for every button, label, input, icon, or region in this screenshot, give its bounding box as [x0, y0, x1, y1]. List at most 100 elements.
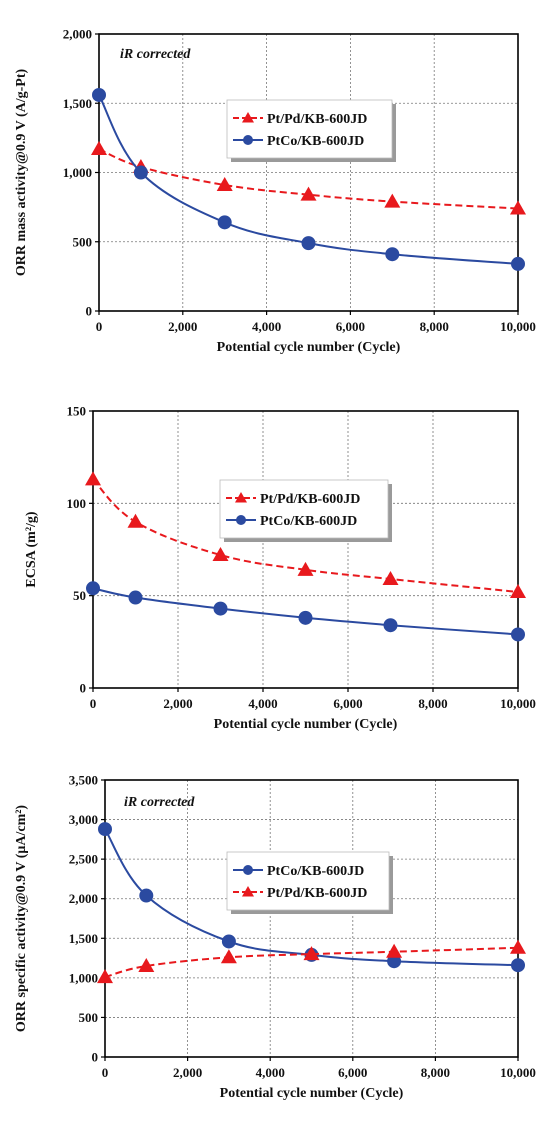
x-tick-label: 0	[96, 319, 103, 334]
y-tick-label: 2,000	[63, 27, 92, 42]
x-tick-label: 10,000	[500, 1065, 536, 1080]
legend-label: PtCo/KB-600JD	[267, 864, 364, 879]
triangle-marker	[386, 943, 403, 958]
y-tick-label: 1,000	[69, 970, 98, 985]
legend-box	[219, 479, 389, 539]
x-tick-label: 8,000	[421, 1065, 450, 1080]
legend-circle-marker	[236, 515, 246, 525]
triangle-marker	[510, 939, 526, 954]
circle-marker	[301, 236, 316, 251]
x-tick-label: 6,000	[333, 696, 362, 711]
triangle-marker	[127, 513, 144, 528]
triangle-marker	[300, 186, 317, 201]
y-tick-label: 1,500	[63, 96, 92, 111]
y-tick-label: 3,500	[69, 773, 98, 788]
x-tick-label: 0	[102, 1065, 109, 1080]
triangle-marker	[297, 561, 314, 576]
legend-label: Pt/Pd/KB-600JD	[260, 492, 360, 507]
legend-triangle-marker	[235, 492, 247, 503]
triangle-marker	[212, 547, 229, 562]
y-axis-label: ECSA (m²/g)	[24, 511, 39, 587]
y-tick-label: 0	[80, 681, 87, 696]
triangle-marker	[384, 193, 401, 208]
triangle-marker	[85, 471, 101, 486]
y-tick-label: 500	[73, 234, 93, 249]
x-tick-label: 8,000	[420, 319, 449, 334]
x-tick-label: 4,000	[248, 696, 277, 711]
chart-3: 0 2,000 4,000 6,000 8,000 10,000 0 500 1,000 1,50…	[14, 773, 536, 1102]
series-Pt/Pd/KB-600JD	[85, 471, 526, 598]
circle-marker	[86, 581, 100, 596]
x-tick-label: 10,000	[500, 696, 536, 711]
legend-circle-marker	[243, 865, 253, 875]
triangle-marker	[510, 200, 526, 215]
circle-marker	[511, 627, 525, 642]
triangle-marker	[97, 969, 113, 984]
circle-marker	[511, 256, 525, 271]
y-tick-label: 150	[67, 404, 87, 419]
circle-marker	[213, 601, 228, 616]
circle-marker	[511, 958, 525, 973]
y-axis-label: ORR mass activity@0.9 V (A/g-Pt)	[14, 69, 29, 277]
x-axis-label: Potential cycle number (Cycle)	[220, 1086, 404, 1101]
x-tick-label: 6,000	[338, 1065, 367, 1080]
plot-area	[93, 411, 518, 688]
ir-corrected-note: iR corrected	[124, 795, 195, 810]
x-tick-label: 4,000	[256, 1065, 285, 1080]
chart-2: 0 2,000 4,000 6,000 8,000 10,000 0 50 100 150 Pote…	[24, 404, 536, 733]
triangle-marker	[220, 949, 237, 964]
legend-triangle-marker	[242, 886, 254, 897]
legend-label: Pt/Pd/KB-600JD	[267, 112, 367, 127]
legend-box	[226, 851, 390, 911]
circle-marker	[92, 87, 106, 102]
circle-marker	[385, 247, 400, 262]
plot-frame	[92, 410, 519, 689]
series-line	[104, 946, 519, 979]
y-tick-label: 2,000	[69, 891, 98, 906]
triangle-marker	[303, 946, 320, 961]
y-tick-label: 1,500	[69, 931, 98, 946]
x-tick-label: 4,000	[252, 319, 281, 334]
legend-triangle-marker	[242, 112, 254, 123]
circle-marker	[298, 610, 313, 625]
y-tick-label: 2,500	[69, 852, 98, 867]
triangle-marker	[216, 176, 233, 191]
chart-1: 0 2,000 4,000 6,000 8,000 10,000 0 500 1,000 1,50…	[14, 27, 536, 356]
circle-marker	[139, 888, 154, 903]
plot-frame	[104, 779, 519, 1058]
triangle-marker	[382, 571, 399, 586]
y-tick-label: 100	[67, 496, 87, 511]
circle-marker	[133, 165, 148, 180]
legend: PtCo/KB-600JD Pt/Pd/KB-600JD	[226, 851, 393, 914]
x-tick-label: 8,000	[418, 696, 447, 711]
circle-marker	[383, 618, 398, 633]
x-tick-label: 2,000	[173, 1065, 202, 1080]
legend-label: PtCo/KB-600JD	[260, 514, 357, 529]
y-tick-label: 0	[86, 304, 93, 319]
ir-corrected-note: iR corrected	[120, 47, 191, 62]
legend: Pt/Pd/KB-600JD PtCo/KB-600JD	[219, 479, 392, 542]
circle-marker	[221, 934, 236, 949]
series-PtCo/KB-600JD	[92, 87, 525, 271]
series-Pt/Pd/KB-600JD	[97, 939, 526, 984]
circle-marker	[98, 822, 112, 837]
x-tick-label: 0	[90, 696, 97, 711]
x-axis-label: Potential cycle number (Cycle)	[217, 340, 401, 355]
y-tick-label: 500	[79, 1010, 99, 1025]
y-tick-label: 50	[73, 588, 86, 603]
y-tick-label: 3,000	[69, 812, 98, 827]
legend-label: PtCo/KB-600JD	[267, 134, 364, 149]
y-axis-label: ORR specific activity@0.9 V (μA/cm²)	[14, 805, 29, 1033]
x-tick-label: 2,000	[163, 696, 192, 711]
series-Pt/Pd/KB-600JD	[91, 140, 526, 215]
x-tick-label: 2,000	[168, 319, 197, 334]
x-axis-label: Potential cycle number (Cycle)	[214, 717, 398, 732]
y-tick-label: 1,000	[63, 165, 92, 180]
legend-box	[226, 99, 393, 159]
series-PtCo/KB-600JD	[86, 581, 525, 642]
circle-marker	[128, 590, 143, 605]
circle-marker	[217, 215, 232, 230]
legend: Pt/Pd/KB-600JD PtCo/KB-600JD	[226, 99, 396, 162]
triangle-marker	[91, 140, 107, 155]
